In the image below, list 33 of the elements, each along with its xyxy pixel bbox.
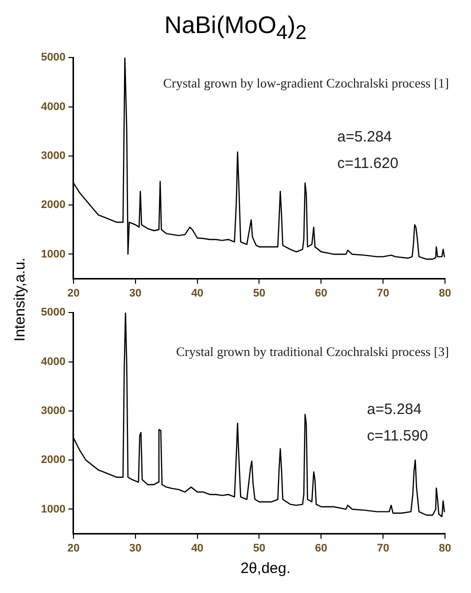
y-tick-label: 1000 [40, 248, 66, 260]
x-tick-label: 80 [438, 287, 452, 300]
y-tick-label: 2000 [40, 454, 66, 466]
x-tick-label: 20 [67, 287, 80, 300]
annotation: a=5.284 [366, 401, 422, 418]
annotation: a=5.284 [337, 128, 392, 146]
y-axis-title: Intensity,a.u. [12, 256, 28, 344]
x-tick-label: 30 [129, 542, 142, 554]
x-tick-label: 40 [191, 287, 204, 300]
x-tick-label: 60 [315, 287, 328, 300]
x-tick-label: 70 [376, 542, 390, 554]
x-tick-label: 40 [191, 542, 204, 554]
y-tick-label: 4000 [40, 100, 66, 113]
x-axis-title: 2θ,deg. [239, 560, 292, 577]
x-tick-label: 60 [315, 542, 328, 554]
x-tick-label: 50 [253, 287, 266, 300]
y-tick-label: 3000 [40, 150, 66, 162]
y-tick-label: 5000 [40, 306, 66, 319]
annotation: Crystal grown by low-gradient Czochralski process [1] [163, 76, 449, 91]
x-tick-label: 50 [253, 542, 266, 554]
chart-title: NaBi(MoO$_{4}$)$_{2}$ [163, 11, 308, 46]
y-tick-label: 5000 [40, 52, 66, 64]
x-tick-label: 20 [67, 542, 80, 554]
x-tick-label: 80 [438, 542, 452, 554]
annotation: c=11.590 [366, 428, 428, 445]
y-tick-label: 2000 [40, 199, 66, 212]
y-tick-label: 1000 [40, 503, 66, 516]
x-tick-label: 70 [376, 287, 390, 300]
y-tick-label: 3000 [40, 404, 66, 417]
y-tick-label: 4000 [40, 356, 66, 368]
x-tick-label: 30 [129, 287, 142, 300]
annotation: c=11.620 [337, 154, 398, 172]
annotation: Crystal grown by traditional Czochralski process [3] [176, 344, 449, 359]
